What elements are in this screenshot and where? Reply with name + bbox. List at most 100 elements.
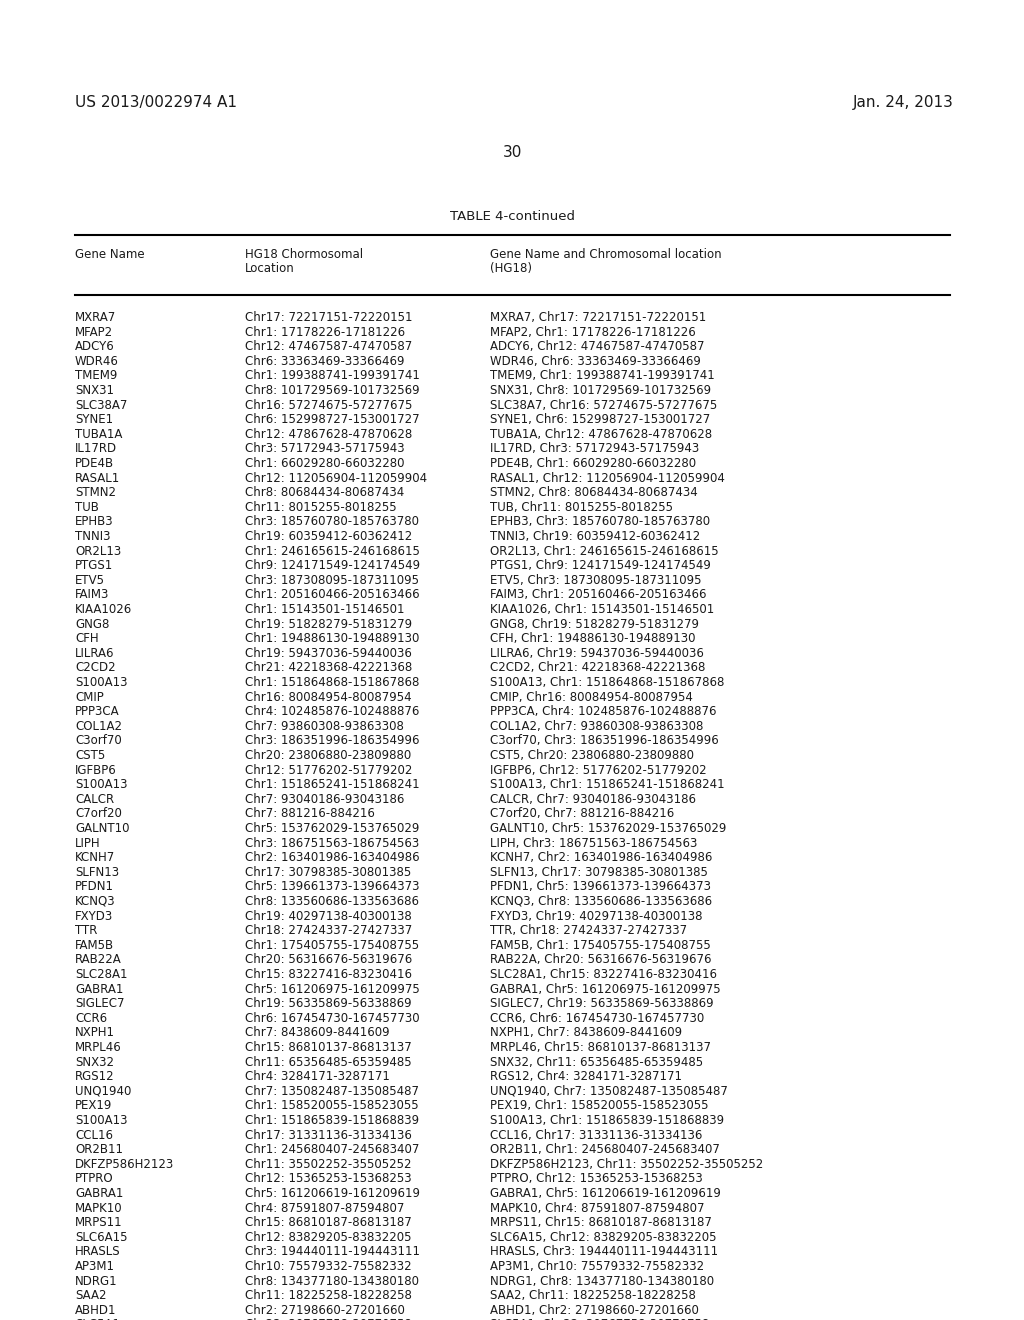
Text: GABRA1: GABRA1 (75, 982, 123, 995)
Text: NXPH1, Chr7: 8438609-8441609: NXPH1, Chr7: 8438609-8441609 (490, 1027, 682, 1039)
Text: OR2B11: OR2B11 (75, 1143, 123, 1156)
Text: SLC28A1, Chr15: 83227416-83230416: SLC28A1, Chr15: 83227416-83230416 (490, 968, 717, 981)
Text: RGS12, Chr4: 3284171-3287171: RGS12, Chr4: 3284171-3287171 (490, 1071, 682, 1084)
Text: KCNH7: KCNH7 (75, 851, 116, 865)
Text: Chr15: 86810137-86813137: Chr15: 86810137-86813137 (245, 1041, 412, 1053)
Text: SLC38A7: SLC38A7 (75, 399, 127, 412)
Text: ADCY6, Chr12: 47467587-47470587: ADCY6, Chr12: 47467587-47470587 (490, 341, 705, 354)
Text: CST5: CST5 (75, 748, 105, 762)
Text: C3orf70, Chr3: 186351996-186354996: C3orf70, Chr3: 186351996-186354996 (490, 734, 719, 747)
Text: S100A13, Chr1: 151864868-151867868: S100A13, Chr1: 151864868-151867868 (490, 676, 724, 689)
Text: NDRG1: NDRG1 (75, 1275, 118, 1287)
Text: Chr1: 199388741-199391741: Chr1: 199388741-199391741 (245, 370, 420, 383)
Text: US 2013/0022974 A1: US 2013/0022974 A1 (75, 95, 237, 110)
Text: Gene Name: Gene Name (75, 248, 144, 261)
Text: S100A13: S100A13 (75, 1114, 128, 1127)
Text: Chr21: 42218368-42221368: Chr21: 42218368-42221368 (245, 661, 413, 675)
Text: EPHB3, Chr3: 185760780-185763780: EPHB3, Chr3: 185760780-185763780 (490, 515, 710, 528)
Text: PFDN1: PFDN1 (75, 880, 114, 894)
Text: GALNT10: GALNT10 (75, 822, 129, 836)
Text: CALCR: CALCR (75, 793, 114, 805)
Text: Chr4: 87591807-87594807: Chr4: 87591807-87594807 (245, 1201, 404, 1214)
Text: Chr16: 57274675-57277675: Chr16: 57274675-57277675 (245, 399, 413, 412)
Text: Chr12: 112056904-112059904: Chr12: 112056904-112059904 (245, 471, 427, 484)
Text: Chr11: 18225258-18228258: Chr11: 18225258-18228258 (245, 1290, 412, 1303)
Text: C7orf20: C7orf20 (75, 808, 122, 821)
Text: WDR46: WDR46 (75, 355, 119, 368)
Text: Chr12: 51776202-51779202: Chr12: 51776202-51779202 (245, 763, 413, 776)
Text: GALNT10, Chr5: 153762029-153765029: GALNT10, Chr5: 153762029-153765029 (490, 822, 726, 836)
Text: TTR, Chr18: 27424337-27427337: TTR, Chr18: 27424337-27427337 (490, 924, 687, 937)
Text: SLFN13, Chr17: 30798385-30801385: SLFN13, Chr17: 30798385-30801385 (490, 866, 708, 879)
Text: Chr3: 186751563-186754563: Chr3: 186751563-186754563 (245, 837, 419, 850)
Text: Chr11: 65356485-65359485: Chr11: 65356485-65359485 (245, 1056, 412, 1069)
Text: MRPL46, Chr15: 86810137-86813137: MRPL46, Chr15: 86810137-86813137 (490, 1041, 711, 1053)
Text: Chr17: 31331136-31334136: Chr17: 31331136-31334136 (245, 1129, 412, 1142)
Text: Chr2: 163401986-163404986: Chr2: 163401986-163404986 (245, 851, 420, 865)
Text: Chr15: 83227416-83230416: Chr15: 83227416-83230416 (245, 968, 412, 981)
Text: EPHB3: EPHB3 (75, 515, 114, 528)
Text: PTPRO: PTPRO (75, 1172, 114, 1185)
Text: RASAL1, Chr12: 112056904-112059904: RASAL1, Chr12: 112056904-112059904 (490, 471, 725, 484)
Text: SYNE1, Chr6: 152998727-153001727: SYNE1, Chr6: 152998727-153001727 (490, 413, 711, 426)
Text: IGFBP6, Chr12: 51776202-51779202: IGFBP6, Chr12: 51776202-51779202 (490, 763, 707, 776)
Text: MAPK10, Chr4: 87591807-87594807: MAPK10, Chr4: 87591807-87594807 (490, 1201, 705, 1214)
Text: CCR6: CCR6 (75, 1012, 108, 1024)
Text: S100A13, Chr1: 151865839-151868839: S100A13, Chr1: 151865839-151868839 (490, 1114, 724, 1127)
Text: MFAP2: MFAP2 (75, 326, 113, 339)
Text: RASAL1: RASAL1 (75, 471, 120, 484)
Text: Chr1: 158520055-158523055: Chr1: 158520055-158523055 (245, 1100, 419, 1113)
Text: IL17RD: IL17RD (75, 442, 117, 455)
Text: SNX31, Chr8: 101729569-101732569: SNX31, Chr8: 101729569-101732569 (490, 384, 711, 397)
Text: FAIM3, Chr1: 205160466-205163466: FAIM3, Chr1: 205160466-205163466 (490, 589, 707, 602)
Text: PTGS1, Chr9: 124171549-124174549: PTGS1, Chr9: 124171549-124174549 (490, 560, 711, 572)
Text: Chr12: 83829205-83832205: Chr12: 83829205-83832205 (245, 1230, 412, 1243)
Text: Chr6: 152998727-153001727: Chr6: 152998727-153001727 (245, 413, 420, 426)
Text: ETV5: ETV5 (75, 574, 105, 587)
Text: Chr19: 56335869-56338869: Chr19: 56335869-56338869 (245, 997, 412, 1010)
Text: WDR46, Chr6: 33363469-33366469: WDR46, Chr6: 33363469-33366469 (490, 355, 700, 368)
Text: SAA2, Chr11: 18225258-18228258: SAA2, Chr11: 18225258-18228258 (490, 1290, 696, 1303)
Text: MRPS11, Chr15: 86810187-86813187: MRPS11, Chr15: 86810187-86813187 (490, 1216, 712, 1229)
Text: KCNQ3, Chr8: 133560686-133563686: KCNQ3, Chr8: 133560686-133563686 (490, 895, 712, 908)
Text: Chr3: 185760780-185763780: Chr3: 185760780-185763780 (245, 515, 419, 528)
Text: NXPH1: NXPH1 (75, 1027, 115, 1039)
Text: Chr1: 151865241-151868241: Chr1: 151865241-151868241 (245, 779, 420, 791)
Text: Chr8: 101729569-101732569: Chr8: 101729569-101732569 (245, 384, 420, 397)
Text: LIPH: LIPH (75, 837, 100, 850)
Text: Chr4: 3284171-3287171: Chr4: 3284171-3287171 (245, 1071, 390, 1084)
Text: ABHD1: ABHD1 (75, 1304, 117, 1317)
Text: FXYD3, Chr19: 40297138-40300138: FXYD3, Chr19: 40297138-40300138 (490, 909, 702, 923)
Text: Chr3: 187308095-187311095: Chr3: 187308095-187311095 (245, 574, 419, 587)
Text: Chr19: 51828279-51831279: Chr19: 51828279-51831279 (245, 618, 412, 631)
Text: MXRA7, Chr17: 72217151-72220151: MXRA7, Chr17: 72217151-72220151 (490, 312, 707, 323)
Text: Chr10: 75579332-75582332: Chr10: 75579332-75582332 (245, 1261, 412, 1272)
Text: Location: Location (245, 261, 295, 275)
Text: AP3M1: AP3M1 (75, 1261, 115, 1272)
Text: Chr12: 15365253-15368253: Chr12: 15365253-15368253 (245, 1172, 412, 1185)
Text: NDRG1, Chr8: 134377180-134380180: NDRG1, Chr8: 134377180-134380180 (490, 1275, 714, 1287)
Text: AP3M1, Chr10: 75579332-75582332: AP3M1, Chr10: 75579332-75582332 (490, 1261, 705, 1272)
Text: SNX32, Chr11: 65356485-65359485: SNX32, Chr11: 65356485-65359485 (490, 1056, 703, 1069)
Text: C2CD2, Chr21: 42218368-42221368: C2CD2, Chr21: 42218368-42221368 (490, 661, 706, 675)
Text: Chr1: 151864868-151867868: Chr1: 151864868-151867868 (245, 676, 420, 689)
Text: Chr7: 8438609-8441609: Chr7: 8438609-8441609 (245, 1027, 389, 1039)
Text: Chr6: 33363469-33366469: Chr6: 33363469-33366469 (245, 355, 404, 368)
Text: S100A13: S100A13 (75, 779, 128, 791)
Text: HRASLS, Chr3: 194440111-194443111: HRASLS, Chr3: 194440111-194443111 (490, 1245, 718, 1258)
Text: Chr2: 27198660-27201660: Chr2: 27198660-27201660 (245, 1304, 404, 1317)
Text: Chr8: 80684434-80687434: Chr8: 80684434-80687434 (245, 486, 404, 499)
Text: TNNI3: TNNI3 (75, 531, 111, 543)
Text: Jan. 24, 2013: Jan. 24, 2013 (853, 95, 954, 110)
Text: Chr8: 133560686-133563686: Chr8: 133560686-133563686 (245, 895, 419, 908)
Text: STMN2, Chr8: 80684434-80687434: STMN2, Chr8: 80684434-80687434 (490, 486, 697, 499)
Text: Chr11: 35502252-35505252: Chr11: 35502252-35505252 (245, 1158, 412, 1171)
Text: RAB22A, Chr20: 56316676-56319676: RAB22A, Chr20: 56316676-56319676 (490, 953, 712, 966)
Text: RAB22A: RAB22A (75, 953, 122, 966)
Text: MRPL46: MRPL46 (75, 1041, 122, 1053)
Text: PPP3CA, Chr4: 102485876-102488876: PPP3CA, Chr4: 102485876-102488876 (490, 705, 717, 718)
Text: CALCR, Chr7: 93040186-93043186: CALCR, Chr7: 93040186-93043186 (490, 793, 696, 805)
Text: Chr5: 139661373-139664373: Chr5: 139661373-139664373 (245, 880, 420, 894)
Text: Chr19: 59437036-59440036: Chr19: 59437036-59440036 (245, 647, 412, 660)
Text: CMIP: CMIP (75, 690, 103, 704)
